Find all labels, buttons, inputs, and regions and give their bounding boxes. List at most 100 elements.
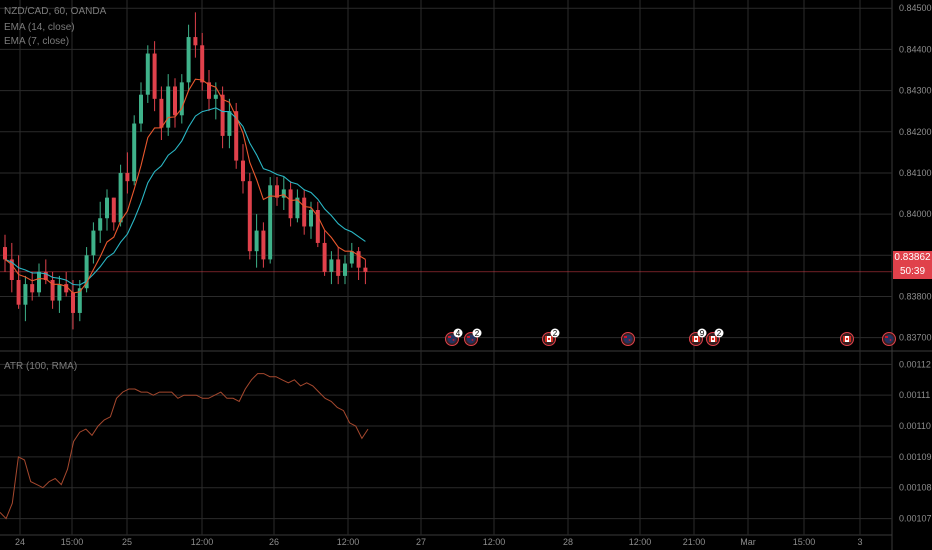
time-tick-label: 12:00 [191,537,214,547]
candle-body [193,37,198,46]
atr-tick-label: 0.00111 [899,390,930,400]
candle-body [302,197,307,227]
candle-body [145,53,150,95]
price-tick-label: 0.83700 [899,333,932,343]
flag-star [452,339,455,341]
candlestick-series [3,12,368,330]
ca-flag-icon[interactable]: 2 [706,328,724,346]
flag-leaf [711,337,715,341]
candle-body [315,210,320,243]
flag-union [624,336,627,338]
candle-body [43,271,48,280]
time-tick-label: 28 [563,537,573,547]
candle-body [200,45,205,83]
candle-body [356,251,361,268]
candle-body [125,172,130,182]
nz-flag-icon[interactable] [882,332,896,346]
nz-flag-icon[interactable]: 2 [464,328,482,346]
ca-flag-icon[interactable]: 2 [542,328,560,346]
candle-body [37,271,41,293]
candle-body [336,259,341,276]
candle-body [241,160,245,182]
candle-body [9,259,14,280]
candle-body [363,267,368,272]
candle-body [3,247,7,260]
event-badge-count: 4 [456,329,461,338]
candle-body [139,94,143,124]
candle-body [349,251,354,264]
time-tick-label: 27 [416,537,426,547]
candle-body [152,53,157,99]
candle-body [71,292,75,313]
flag-field [884,334,894,344]
event-badge [453,328,463,338]
candle-body [268,185,273,260]
candle-body [132,123,137,182]
candle-body [16,280,21,305]
atr-line [0,373,369,520]
candle-body [57,284,62,301]
flag-star [471,339,474,341]
price-tick-label: 0.84400 [899,44,932,54]
atr-tick-label: 0.00107 [899,514,932,524]
candle-body [227,111,232,136]
candle-body [98,218,103,231]
candle-body [329,259,334,272]
flag-leaf [547,337,551,341]
symbol-title[interactable]: NZD/CAD, 60, OANDA [4,6,107,17]
time-tick-label: 12:00 [483,537,506,547]
ema7-legend[interactable]: EMA (7, close) [4,36,70,47]
last-price-tag: 0.83862 [893,251,932,265]
time-tick-label: 15:00 [793,537,816,547]
candle-body [288,189,293,219]
candle-body [179,82,184,116]
price-tick-label: 0.84300 [899,86,932,96]
flag-field [623,334,633,344]
candle-body [261,230,266,260]
time-tick-label: 12:00 [337,537,360,547]
flag-band [545,336,547,342]
time-tick-label: 3 [857,537,862,547]
flag-star [628,339,631,341]
candle-body [173,86,177,116]
event-badge [550,328,560,338]
candle-body [207,82,211,99]
nz-flag-icon[interactable] [621,332,635,346]
ca-flag-icon[interactable]: 9 [689,328,707,346]
event-badge [714,328,724,338]
candle-body [186,37,191,83]
time-axis: 24 15:00 25 12:00 26 12:00 27 12:00 28 12:00 21:00… [15,537,863,547]
event-badge [697,328,707,338]
flag-band [709,336,711,342]
candle-body [220,94,225,136]
economic-events: 4 2 2 9 2 [445,328,896,346]
flag-leaf [694,337,698,341]
ca-flag-icon[interactable] [840,332,854,346]
atr-legend[interactable]: ATR (100, RMA) [4,361,78,372]
candle-body [343,263,347,276]
candle-body [118,172,123,223]
price-tick-label: 0.83800 [899,291,932,301]
candle-body [247,181,252,252]
candle-body [111,197,116,223]
ema7-line [4,78,366,294]
flag-leaf [845,337,849,341]
candle-body [77,288,82,313]
candle-body [84,255,89,289]
event-badge-count: 9 [700,329,705,338]
ema14-legend[interactable]: EMA (14, close) [4,22,75,33]
candle-body [234,111,239,161]
nz-flag-icon[interactable]: 4 [445,328,463,346]
flag-band [551,336,553,342]
candle-body [159,98,164,128]
candle-body [309,210,313,227]
flag-band [698,336,700,342]
ema14-line [4,107,366,286]
time-tick-label: 12:00 [629,537,652,547]
time-tick-label: 21:00 [683,537,706,547]
price-tick-label: 0.84500 [899,3,932,13]
candle-body [166,86,171,128]
